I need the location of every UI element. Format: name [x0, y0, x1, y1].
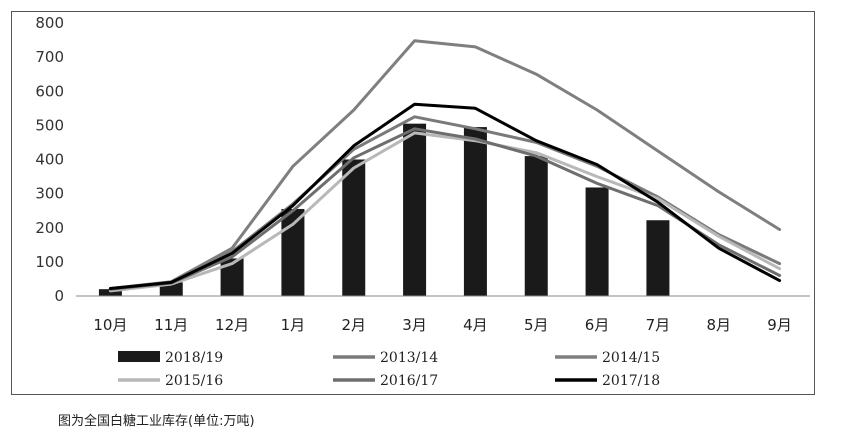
chart-frame	[11, 11, 815, 395]
legend-label-2017-18: 2017/18	[602, 373, 660, 389]
x-tick-label: 12月	[215, 316, 249, 334]
y-tick-label: 300	[35, 185, 64, 203]
series-line-2015-16	[108, 131, 782, 293]
series-line-2014-15	[108, 39, 782, 290]
chart-caption: 图为全国白糖工业库存(单位:万吨)	[58, 414, 255, 429]
bar-2018-19-2	[220, 258, 244, 296]
x-tick-label: 6月	[585, 316, 610, 334]
x-tick-label: 8月	[706, 316, 731, 334]
x-tick-label: 7月	[646, 316, 671, 334]
legend-label-2015-16: 2015/16	[165, 373, 223, 389]
legend-label-2018-19: 2018/19	[165, 350, 223, 366]
x-tick-label: 11月	[154, 316, 188, 334]
legend: 2018/19 2013/14 2014/15 2015/16 2016/17 2017/…	[118, 350, 660, 389]
bar-2018-19-5	[403, 123, 427, 296]
y-tick-label: 200	[35, 219, 64, 237]
x-tick-label: 2月	[341, 316, 366, 334]
series-line-2016-17	[108, 127, 782, 291]
bar-2018-19-7	[524, 156, 548, 296]
legend-label-2013-14: 2013/14	[380, 350, 438, 366]
bar-2018-19-6	[463, 127, 487, 296]
bar-2018-19-3	[281, 208, 305, 296]
x-tick-label: 9月	[767, 316, 792, 334]
x-tick-label: 10月	[93, 316, 127, 334]
x-tick-label: 5月	[524, 316, 549, 334]
series-line-2017-18	[108, 102, 782, 290]
x-tick-label: 4月	[463, 316, 488, 334]
bars	[98, 123, 670, 296]
legend-label-2014-15: 2014/15	[602, 350, 660, 366]
y-tick-label: 700	[35, 48, 64, 66]
bar-2018-19-4	[342, 159, 366, 296]
y-tick-label: 100	[35, 253, 64, 271]
y-tick-label: 800	[35, 14, 64, 32]
legend-swatch-2018-19	[118, 351, 160, 362]
y-tick-label: 0	[54, 287, 64, 305]
bar-2018-19-0	[98, 289, 122, 296]
bar-2018-19-9	[646, 220, 670, 296]
series-lines	[108, 39, 782, 293]
legend-label-2016-17: 2016/17	[380, 373, 438, 389]
x-tick-label: 3月	[402, 316, 427, 334]
sugar-inventory-chart: 0 100 200 300 400 500 600 700 800 10月 11月 12月 1月 2月 3…	[35, 14, 810, 389]
bar-2018-19-8	[585, 187, 609, 296]
x-tick-label: 1月	[281, 316, 306, 334]
y-tick-label: 500	[35, 116, 64, 134]
y-tick-label: 400	[35, 151, 64, 169]
x-axis: 10月 11月 12月 1月 2月 3月 4月 5月 6月 7月 8月 9月	[93, 316, 791, 334]
y-axis: 0 100 200 300 400 500 600 700 800	[35, 14, 64, 305]
y-tick-label: 600	[35, 82, 64, 100]
